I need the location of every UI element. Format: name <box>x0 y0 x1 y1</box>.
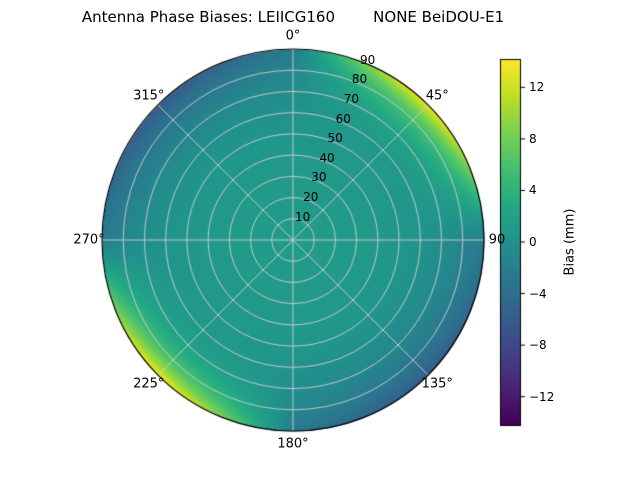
colorbar-label: Bias (mm) <box>562 208 578 276</box>
